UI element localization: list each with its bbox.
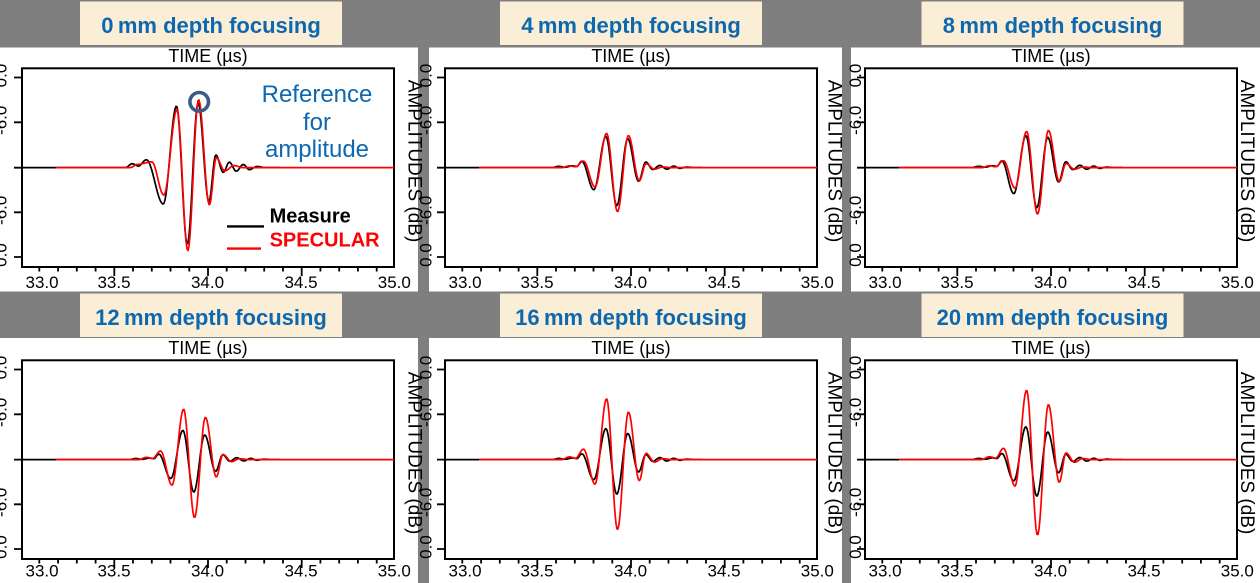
svg-text:-6.0: -6.0 xyxy=(417,398,436,427)
svg-text:4 mm depth focusing: 4 mm depth focusing xyxy=(521,13,741,38)
svg-text:33.5: 33.5 xyxy=(97,273,130,292)
svg-text:AMPLITUDES (dB): AMPLITUDES (dB) xyxy=(824,80,845,243)
svg-text:33.5: 33.5 xyxy=(520,562,553,581)
svg-text:33.0: 33.0 xyxy=(869,562,902,581)
svg-text:33.5: 33.5 xyxy=(940,562,973,581)
svg-text:33.5: 33.5 xyxy=(520,273,553,292)
svg-text:TIME (µs): TIME (µs) xyxy=(591,46,670,66)
svg-text:35.0: 35.0 xyxy=(1221,273,1254,292)
svg-text:34.5: 34.5 xyxy=(284,273,317,292)
svg-text:Reference: Reference xyxy=(262,81,373,108)
svg-text:0.0: 0.0 xyxy=(417,64,436,88)
svg-text:34.0: 34.0 xyxy=(1034,273,1067,292)
svg-text:33.0: 33.0 xyxy=(26,273,59,292)
svg-text:35.0: 35.0 xyxy=(801,273,834,292)
svg-text:0.0: 0.0 xyxy=(846,64,865,88)
svg-text:TIME (µs): TIME (µs) xyxy=(591,338,670,358)
svg-text:33.0: 33.0 xyxy=(869,273,902,292)
svg-text:33.0: 33.0 xyxy=(449,562,482,581)
svg-text:34.5: 34.5 xyxy=(284,562,317,581)
svg-text:-6.0: -6.0 xyxy=(0,196,11,225)
svg-text:TIME (µs): TIME (µs) xyxy=(1011,46,1090,66)
svg-text:8 mm depth focusing: 8 mm depth focusing xyxy=(943,13,1163,38)
svg-text:16 mm depth focusing: 16 mm depth focusing xyxy=(515,305,747,330)
svg-text:-6.0: -6.0 xyxy=(846,196,865,225)
svg-text:33.5: 33.5 xyxy=(97,562,130,581)
svg-text:34.5: 34.5 xyxy=(1127,273,1160,292)
svg-text:0.0: 0.0 xyxy=(417,243,436,267)
svg-text:-6.0: -6.0 xyxy=(846,398,865,427)
svg-text:34.0: 34.0 xyxy=(1034,562,1067,581)
svg-text:0.0: 0.0 xyxy=(417,535,436,559)
svg-text:0.0: 0.0 xyxy=(0,535,11,559)
svg-text:TIME (µs): TIME (µs) xyxy=(1011,338,1090,358)
svg-text:33.0: 33.0 xyxy=(26,562,59,581)
svg-text:0.0: 0.0 xyxy=(0,64,11,88)
svg-text:TIME (µs): TIME (µs) xyxy=(168,338,247,358)
svg-text:-6.0: -6.0 xyxy=(846,488,865,517)
svg-text:34.0: 34.0 xyxy=(614,562,647,581)
svg-text:34.5: 34.5 xyxy=(707,273,740,292)
svg-text:AMPLITUDES (dB): AMPLITUDES (dB) xyxy=(824,372,845,535)
svg-text:33.5: 33.5 xyxy=(940,273,973,292)
svg-text:SPECULAR: SPECULAR xyxy=(270,229,381,251)
svg-text:-6.0: -6.0 xyxy=(0,398,11,427)
svg-text:-6.0: -6.0 xyxy=(417,196,436,225)
svg-text:for: for xyxy=(303,109,331,136)
svg-text:35.0: 35.0 xyxy=(378,562,411,581)
svg-text:34.5: 34.5 xyxy=(707,562,740,581)
svg-text:0.0: 0.0 xyxy=(846,243,865,267)
svg-text:-6.0: -6.0 xyxy=(0,488,11,517)
svg-text:0.0: 0.0 xyxy=(0,356,11,380)
svg-text:35.0: 35.0 xyxy=(801,562,834,581)
svg-text:34.0: 34.0 xyxy=(614,273,647,292)
svg-text:35.0: 35.0 xyxy=(378,273,411,292)
svg-text:AMPLITUDES (dB): AMPLITUDES (dB) xyxy=(403,372,424,535)
svg-text:0.0: 0.0 xyxy=(417,356,436,380)
svg-text:-6.0: -6.0 xyxy=(417,488,436,517)
svg-text:-6.0: -6.0 xyxy=(417,106,436,135)
svg-text:0.0: 0.0 xyxy=(846,535,865,559)
svg-text:0 mm depth focusing: 0 mm depth focusing xyxy=(101,13,321,38)
svg-text:AMPLITUDES (dB): AMPLITUDES (dB) xyxy=(1236,372,1257,535)
svg-text:amplitude: amplitude xyxy=(265,136,369,163)
svg-text:35.0: 35.0 xyxy=(1221,562,1254,581)
svg-text:12 mm depth focusing: 12 mm depth focusing xyxy=(95,305,327,330)
svg-text:0.0: 0.0 xyxy=(0,243,11,267)
svg-text:-6.0: -6.0 xyxy=(0,106,11,135)
svg-text:Measure: Measure xyxy=(270,206,351,228)
svg-text:20 mm depth focusing: 20 mm depth focusing xyxy=(937,305,1169,330)
svg-text:33.0: 33.0 xyxy=(449,273,482,292)
svg-text:34.0: 34.0 xyxy=(191,562,224,581)
svg-text:0.0: 0.0 xyxy=(846,356,865,380)
svg-text:AMPLITUDES (dB): AMPLITUDES (dB) xyxy=(403,80,424,243)
svg-text:TIME (µs): TIME (µs) xyxy=(168,46,247,66)
svg-text:AMPLITUDES (dB): AMPLITUDES (dB) xyxy=(1236,80,1257,243)
svg-text:34.0: 34.0 xyxy=(191,273,224,292)
svg-text:-6.0: -6.0 xyxy=(846,106,865,135)
svg-text:34.5: 34.5 xyxy=(1127,562,1160,581)
